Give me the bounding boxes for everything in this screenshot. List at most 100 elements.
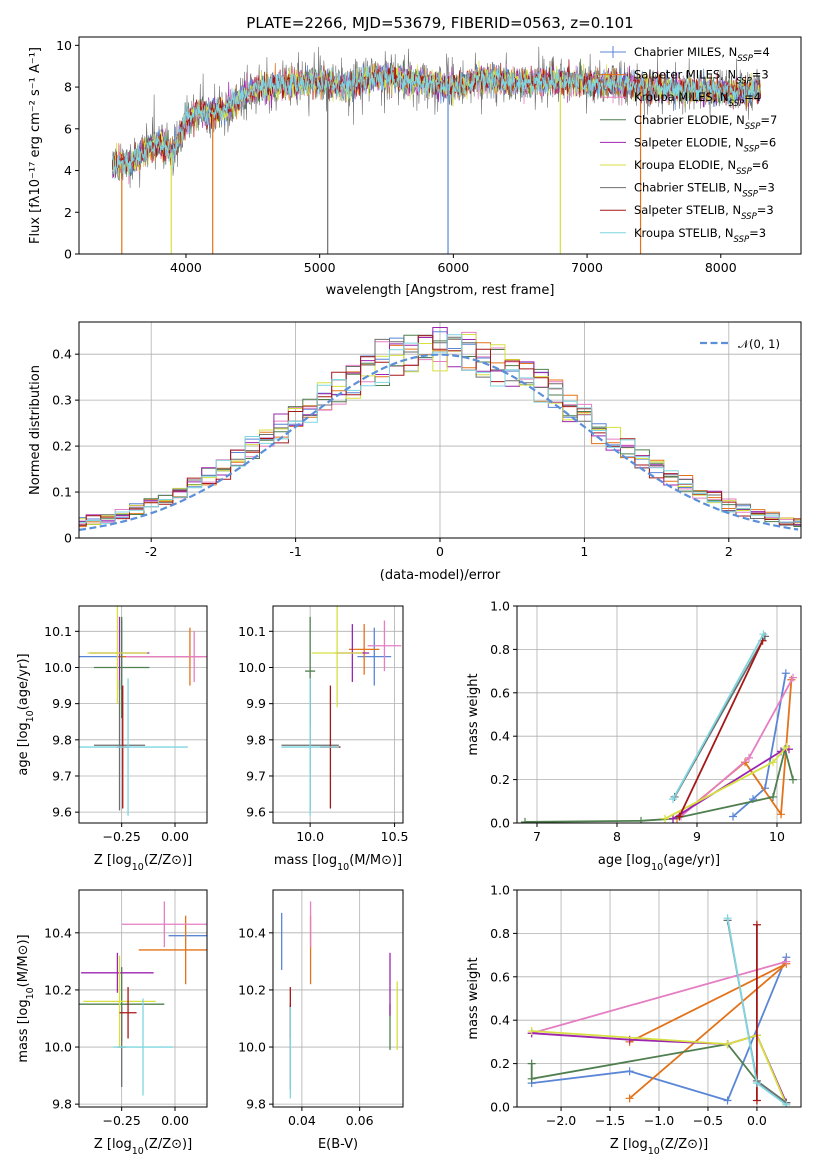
- legend-entry: Chabrier ELODIE, NSSP=7: [634, 113, 777, 132]
- y-tick-label: 10.0: [44, 660, 72, 675]
- spectrum-chart: 4000 5000 6000 7000 8000 0 2 4 6 8 10 PLATE=2266, M…: [28, 14, 802, 298]
- x-tick-label: −0.25: [103, 829, 141, 844]
- y-tick-label: 6: [64, 121, 72, 136]
- residual-y-axis-label: Normed distribution: [28, 365, 43, 495]
- legend-entry: Salpeter ELODIE, NSSP=6: [634, 135, 776, 154]
- x-tick-label: 6000: [437, 260, 469, 275]
- mass-vs-ebv-chart: 0.04 0.06 9.8 10.0 10.2 10.4 E(B-V): [238, 889, 404, 1152]
- y-tick-label: 0.2: [52, 439, 72, 454]
- mass-weight-point-marker: [625, 1094, 634, 1103]
- y-tick-label: 0.4: [52, 347, 72, 362]
- x-tick-label: −0.25: [103, 1113, 141, 1128]
- axes-frame: [78, 605, 208, 824]
- age_vs_Z-x-axis-label: Z [log10(Z/Z⊙)]: [94, 853, 192, 873]
- mass-weight-point-marker: [781, 669, 790, 678]
- axes-frame: [516, 889, 802, 1108]
- x-tick-label: 10.5: [381, 829, 409, 844]
- y-tick-label: 0.6: [490, 685, 510, 700]
- mass-weight-point-marker: [625, 1067, 634, 1076]
- y-tick-label: 0.0: [490, 816, 510, 831]
- legend-entry: Salpeter MILES, NSSP=3: [634, 68, 769, 87]
- y-tick-label: 0.6: [490, 969, 510, 984]
- y-tick-label: 9.9: [246, 696, 266, 711]
- x-tick-label: 5000: [304, 260, 336, 275]
- legend-entry: Chabrier MILES, NSSP=4: [634, 45, 770, 64]
- legend-entry: Kroupa STELIB, NSSP=3: [634, 226, 766, 245]
- y-tick-label: 0.3: [52, 393, 72, 408]
- age_vs_Z-y-axis-label: age [log10(age/yr)]: [16, 653, 36, 775]
- axes-frame: [78, 321, 802, 539]
- y-tick-label: 0.8: [490, 926, 510, 941]
- x-tick-label: −1.0: [644, 1113, 674, 1128]
- y-tick-label: 10.1: [238, 624, 266, 639]
- x-tick-label: 0.00: [161, 1113, 189, 1128]
- mass-weight-vs-age-chart: 7 8 9 10 0.0 0.2 0.4 0.6 0.8 1.0 age [log10(age/yr…: [466, 599, 802, 873]
- mass-weight-series-line: [531, 960, 787, 1035]
- x-tick-label: −0.5: [693, 1113, 723, 1128]
- x-tick-label: −2.0: [546, 1113, 576, 1128]
- y-tick-label: 9.6: [52, 805, 72, 820]
- legend-entry: Salpeter STELIB, NSSP=3: [634, 203, 774, 222]
- x-tick-label: 4000: [170, 260, 202, 275]
- y-tick-label: 9.7: [246, 768, 266, 783]
- mass-weight-point-marker: [782, 1100, 791, 1107]
- mass-weight-point-marker: [789, 775, 797, 784]
- x-tick-label: −1.5: [595, 1113, 625, 1128]
- age-vs-mass-chart: 10.0 10.5 9.6 9.7 9.8 9.9 10.0 10.1 mass [log10(…: [238, 605, 409, 873]
- legend-entry: Chabrier STELIB, NSSP=3: [634, 181, 775, 200]
- residual-x-axis-label: (data-model)/error: [380, 568, 501, 583]
- axes-frame: [272, 889, 404, 1108]
- mass-weight-point-marker: [752, 1079, 761, 1088]
- y-tick-label: 9.9: [52, 696, 72, 711]
- mass-weight-point-marker: [527, 1059, 536, 1068]
- mass-weight-point-marker: [723, 1040, 732, 1049]
- y-tick-label: 8: [64, 80, 72, 95]
- y-tick-label: 1.0: [490, 883, 510, 898]
- spectrum-series-line: [112, 63, 761, 180]
- mass-weight-point-marker: [789, 673, 797, 682]
- mass-weight-point-marker: [669, 795, 677, 804]
- mass-weight-point-marker: [752, 1096, 761, 1105]
- mass-weight-point-marker: [782, 957, 791, 966]
- y-tick-label: 10.4: [44, 925, 72, 940]
- mass_vs_Z-x-axis-label: Z [log10(Z/Z⊙)]: [94, 1137, 192, 1157]
- y-tick-label: 10.1: [44, 624, 72, 639]
- weight_vs_Z-x-axis-label: Z [log10(Z/Z⊙)]: [610, 1137, 708, 1157]
- x-tick-label: 8000: [705, 260, 737, 275]
- mass-weight-point-marker: [769, 758, 777, 767]
- y-tick-label: 9.8: [246, 1097, 266, 1112]
- plot-area: [79, 901, 207, 1096]
- y-tick-label: 0.4: [490, 1013, 510, 1028]
- axes-frame: [78, 889, 208, 1108]
- histogram-series-step: [79, 334, 801, 526]
- mass-weight-point-marker: [723, 1096, 732, 1105]
- weight_vs_Z-y-axis-label: mass weight: [466, 957, 481, 1039]
- mass-weight-series-line: [524, 748, 794, 823]
- mass-weight-point-marker: [769, 792, 777, 801]
- x-tick-label: 0.00: [161, 829, 189, 844]
- mass-weight-point-marker: [669, 814, 677, 823]
- mass_vs_Z-y-axis-label: mass [log10(M/M⊙)]: [16, 934, 36, 1062]
- mass-weight-vs-metallicity-chart: −2.0 −1.5 −1.0 −0.5 0.0 0.0 0.2 0.4 0.6 0.8 1.0 Z […: [466, 883, 802, 1157]
- y-tick-label: 9.8: [246, 732, 266, 747]
- mass_vs_ebv-x-axis-label: E(B-V): [318, 1137, 358, 1152]
- y-tick-label: 9.8: [52, 1097, 72, 1112]
- y-tick-label: 0.8: [490, 642, 510, 657]
- y-tick-label: 10.0: [238, 660, 266, 675]
- normal-distribution-curve: [79, 353, 799, 531]
- mass-weight-point-marker: [675, 812, 684, 821]
- y-tick-label: 4: [64, 163, 72, 178]
- x-tick-label: 2: [725, 544, 733, 559]
- y-tick-label: 0.2: [490, 772, 510, 787]
- plot-area: [79, 606, 207, 816]
- residual-histogram-chart: -2 -1 0 1 2 0 0.1 0.2 0.3 0.4 (data-model)/error No…: [28, 321, 802, 583]
- y-tick-label: 0.0: [490, 1100, 510, 1115]
- y-tick-label: 9.8: [52, 732, 72, 747]
- y-tick-label: 10.2: [238, 982, 266, 997]
- y-tick-label: 1.0: [490, 599, 510, 614]
- legend-entry: Kroupa ELODIE, NSSP=6: [634, 158, 769, 177]
- mass-weight-series-line: [672, 633, 765, 800]
- x-tick-label: -1: [289, 544, 301, 559]
- histogram-series-step: [79, 334, 801, 525]
